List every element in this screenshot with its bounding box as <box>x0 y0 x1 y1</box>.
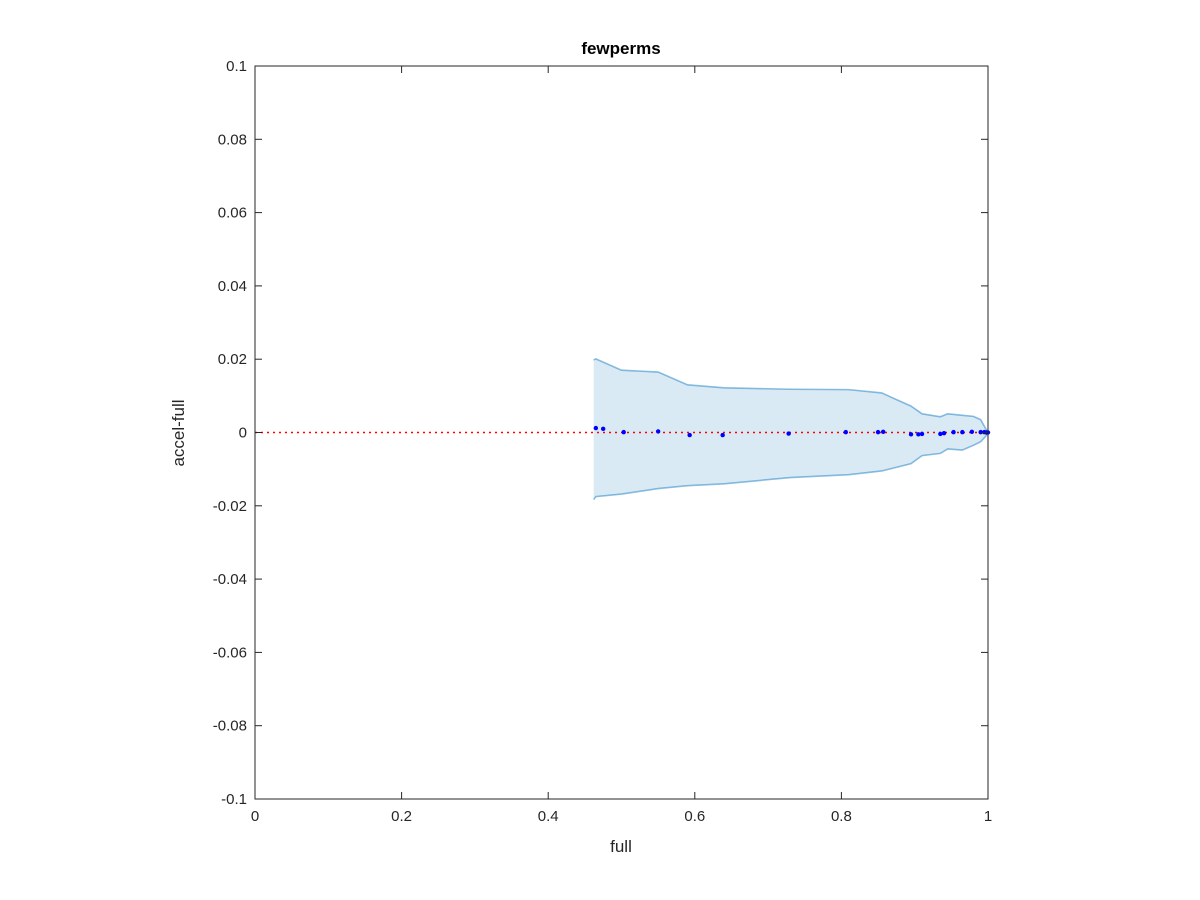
chart-title: fewperms <box>581 39 660 58</box>
y-tick-label: 0 <box>239 425 247 442</box>
data-point <box>843 429 848 435</box>
band-fill <box>593 358 988 500</box>
data-point <box>621 429 626 435</box>
data-point <box>600 426 606 432</box>
y-axis-label: accel-full <box>169 399 188 466</box>
y-tick-label: -0.1 <box>221 791 247 808</box>
data-point <box>938 431 943 437</box>
data-point <box>655 429 661 434</box>
data-point <box>919 431 925 437</box>
x-axis-ticks: 0 0.2 0.4 0.6 0.8 1 <box>251 66 992 825</box>
x-tick-label: 0.2 <box>391 808 412 825</box>
band-upper-edge <box>593 357 989 433</box>
data-point <box>941 431 947 436</box>
x-tick-label: 0.6 <box>684 808 705 825</box>
data-points <box>593 425 991 438</box>
data-point <box>786 431 791 436</box>
y-tick-label: 0.02 <box>218 351 247 368</box>
x-tick-label: 0.4 <box>538 808 559 825</box>
y-tick-label: -0.02 <box>213 498 247 515</box>
data-point <box>951 429 956 435</box>
data-point <box>969 429 975 434</box>
data-point <box>960 429 965 435</box>
y-tick-label: -0.04 <box>213 571 247 588</box>
y-tick-label: 0.06 <box>218 205 247 222</box>
y-axis-ticks: -0.1 -0.08 -0.06 -0.04 -0.02 0 0.02 0.04 0.06 0.0… <box>213 58 988 808</box>
x-axis-label: full <box>610 837 632 856</box>
band-lower-edge <box>593 432 989 501</box>
data-point <box>875 429 881 435</box>
x-tick-label: 0.8 <box>831 808 852 825</box>
x-tick-label: 0 <box>251 808 259 825</box>
confidence-band <box>593 357 989 501</box>
data-point <box>978 429 983 435</box>
y-tick-label: 0.1 <box>226 58 247 75</box>
y-tick-label: 0.04 <box>218 278 247 295</box>
data-point <box>916 432 921 437</box>
data-point <box>720 432 725 438</box>
data-point <box>687 432 692 438</box>
data-point <box>593 425 599 431</box>
y-tick-label: -0.06 <box>213 644 247 661</box>
data-point <box>908 432 914 437</box>
y-tick-label: -0.08 <box>213 718 247 735</box>
y-tick-label: 0.08 <box>218 131 247 148</box>
x-tick-label: 1 <box>984 808 992 825</box>
data-point <box>880 429 886 434</box>
